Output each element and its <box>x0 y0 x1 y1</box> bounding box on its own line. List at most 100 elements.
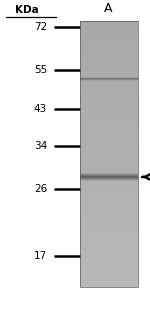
Bar <box>80 74 138 77</box>
Text: 17: 17 <box>34 251 47 261</box>
Bar <box>80 173 138 175</box>
Bar <box>80 135 138 138</box>
Bar <box>80 69 138 71</box>
Bar <box>80 159 138 162</box>
Bar <box>80 226 138 228</box>
Bar <box>80 162 138 164</box>
Bar <box>80 53 138 55</box>
Bar <box>80 164 138 167</box>
Bar <box>80 151 138 154</box>
Bar <box>80 138 138 140</box>
Bar <box>80 149 138 151</box>
Bar <box>80 45 138 47</box>
Bar <box>80 77 138 79</box>
Bar <box>80 42 138 45</box>
Bar <box>80 244 138 247</box>
Bar <box>80 247 138 250</box>
Bar <box>80 32 138 34</box>
Bar <box>80 175 138 178</box>
Bar <box>80 281 138 284</box>
Bar <box>80 143 138 146</box>
Bar <box>80 98 138 100</box>
Bar <box>80 186 138 188</box>
Bar <box>80 258 138 260</box>
Bar <box>80 231 138 234</box>
Text: 34: 34 <box>34 141 47 151</box>
Bar <box>80 87 138 90</box>
Bar <box>80 117 138 119</box>
Bar <box>80 212 138 215</box>
Bar <box>80 276 138 279</box>
Bar <box>80 124 138 127</box>
Bar <box>80 250 138 252</box>
Bar <box>80 196 138 199</box>
Bar <box>80 21 138 23</box>
Bar <box>80 279 138 281</box>
Bar <box>80 82 138 85</box>
Bar <box>80 85 138 87</box>
Bar <box>80 188 138 191</box>
Bar <box>80 63 138 66</box>
Bar <box>80 26 138 29</box>
Bar <box>80 271 138 274</box>
Bar <box>80 103 138 106</box>
Bar <box>80 100 138 103</box>
Bar <box>80 183 138 186</box>
Bar <box>80 260 138 263</box>
Bar <box>80 218 138 220</box>
Text: 55: 55 <box>34 65 47 75</box>
Bar <box>80 39 138 42</box>
Bar <box>80 122 138 124</box>
Bar <box>80 79 138 82</box>
Bar <box>80 111 138 114</box>
Bar <box>80 266 138 268</box>
Bar <box>80 66 138 69</box>
Bar <box>80 140 138 143</box>
Bar <box>80 210 138 212</box>
Bar <box>80 114 138 117</box>
Bar <box>80 204 138 207</box>
Bar <box>80 106 138 109</box>
Bar <box>80 133 138 135</box>
Bar <box>80 194 138 196</box>
Bar <box>80 239 138 241</box>
Bar <box>80 167 138 170</box>
Bar <box>80 252 138 255</box>
Bar <box>80 50 138 53</box>
Bar <box>80 199 138 202</box>
Bar <box>80 228 138 231</box>
Bar <box>80 156 138 159</box>
Bar <box>80 130 138 133</box>
Bar <box>80 61 138 63</box>
Bar <box>80 95 138 98</box>
Bar <box>80 23 138 26</box>
Bar <box>80 71 138 74</box>
Bar <box>80 202 138 204</box>
Bar <box>80 90 138 93</box>
Bar <box>80 220 138 223</box>
Bar <box>80 154 138 156</box>
Bar <box>80 234 138 236</box>
Bar <box>80 268 138 271</box>
Bar <box>80 58 138 61</box>
Text: 26: 26 <box>34 184 47 194</box>
Text: A: A <box>104 2 112 14</box>
Text: 43: 43 <box>34 104 47 114</box>
Bar <box>80 37 138 39</box>
Text: KDa: KDa <box>15 4 39 14</box>
Bar <box>80 55 138 58</box>
Bar <box>80 236 138 239</box>
Bar <box>80 180 138 183</box>
Bar <box>80 93 138 95</box>
Bar <box>80 284 138 287</box>
Bar <box>80 119 138 122</box>
Bar <box>80 241 138 244</box>
Bar <box>80 21 138 287</box>
Bar <box>80 34 138 37</box>
Text: 72: 72 <box>34 22 47 32</box>
Bar <box>80 255 138 258</box>
Bar <box>80 263 138 266</box>
Bar <box>80 109 138 111</box>
Bar <box>80 146 138 149</box>
Bar <box>80 223 138 226</box>
